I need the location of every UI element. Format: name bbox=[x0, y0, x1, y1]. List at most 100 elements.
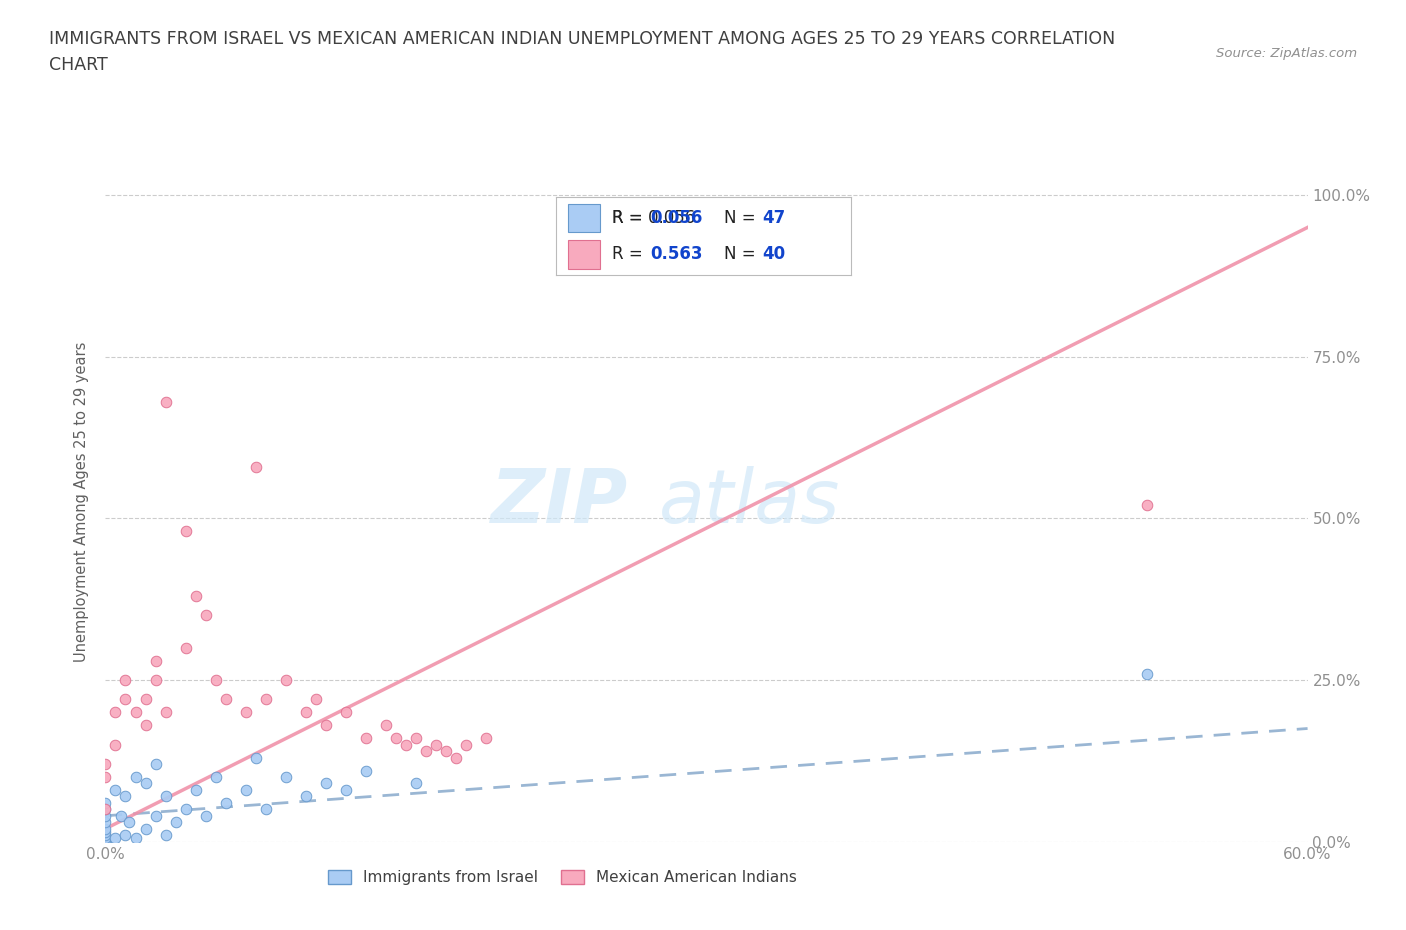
Point bbox=[155, 828, 177, 843]
Point bbox=[145, 808, 167, 823]
Legend: Immigrants from Israel, Mexican American Indians: Immigrants from Israel, Mexican American… bbox=[328, 870, 797, 885]
Point bbox=[354, 764, 377, 778]
Point bbox=[295, 789, 318, 804]
Point bbox=[104, 705, 127, 720]
Point bbox=[104, 782, 127, 797]
Point bbox=[94, 831, 117, 846]
Point bbox=[405, 731, 427, 746]
Point bbox=[184, 589, 207, 604]
Point bbox=[94, 769, 117, 784]
Point bbox=[315, 718, 337, 733]
Point bbox=[245, 459, 267, 474]
Point bbox=[245, 751, 267, 765]
Point bbox=[124, 831, 146, 846]
Point bbox=[174, 640, 197, 655]
Point bbox=[184, 782, 207, 797]
Point bbox=[94, 802, 117, 817]
Point bbox=[94, 757, 117, 772]
Point bbox=[354, 731, 377, 746]
Point bbox=[94, 834, 117, 849]
Point bbox=[444, 751, 467, 765]
Point bbox=[114, 692, 136, 707]
Text: N =: N = bbox=[724, 208, 761, 227]
Point bbox=[145, 653, 167, 668]
Point bbox=[204, 769, 226, 784]
Point bbox=[254, 692, 277, 707]
Point bbox=[124, 769, 146, 784]
Point bbox=[135, 776, 157, 790]
Point bbox=[214, 692, 236, 707]
Point bbox=[94, 834, 117, 849]
Point bbox=[295, 705, 318, 720]
Point bbox=[235, 705, 257, 720]
Point bbox=[94, 828, 117, 843]
Point bbox=[165, 815, 187, 830]
Point bbox=[124, 705, 146, 720]
Point bbox=[235, 782, 257, 797]
Point bbox=[94, 834, 117, 849]
Text: 40: 40 bbox=[762, 246, 786, 263]
Point bbox=[1136, 498, 1159, 512]
Text: ZIP: ZIP bbox=[491, 466, 628, 538]
Text: CHART: CHART bbox=[49, 56, 108, 73]
Point bbox=[315, 776, 337, 790]
Point bbox=[194, 808, 217, 823]
Text: N =: N = bbox=[724, 246, 761, 263]
Point bbox=[204, 672, 226, 687]
Point bbox=[254, 802, 277, 817]
Point bbox=[135, 718, 157, 733]
Point bbox=[94, 834, 117, 849]
Point bbox=[94, 802, 117, 817]
Point bbox=[155, 705, 177, 720]
Point bbox=[475, 731, 498, 746]
Text: R =: R = bbox=[612, 246, 648, 263]
Point bbox=[94, 821, 117, 836]
Point bbox=[145, 672, 167, 687]
Point bbox=[94, 795, 117, 810]
Point bbox=[114, 828, 136, 843]
Point bbox=[114, 789, 136, 804]
Bar bbox=[568, 204, 600, 232]
Point bbox=[104, 831, 127, 846]
Text: IMMIGRANTS FROM ISRAEL VS MEXICAN AMERICAN INDIAN UNEMPLOYMENT AMONG AGES 25 TO : IMMIGRANTS FROM ISRAEL VS MEXICAN AMERIC… bbox=[49, 30, 1115, 47]
Text: R = 0.056: R = 0.056 bbox=[612, 208, 696, 227]
Point bbox=[385, 731, 408, 746]
Point bbox=[110, 808, 132, 823]
Point bbox=[1136, 666, 1159, 681]
Point bbox=[94, 834, 117, 849]
Point bbox=[155, 394, 177, 409]
Point bbox=[145, 757, 167, 772]
Text: R =: R = bbox=[612, 208, 648, 227]
Y-axis label: Unemployment Among Ages 25 to 29 years: Unemployment Among Ages 25 to 29 years bbox=[75, 342, 90, 662]
Text: atlas: atlas bbox=[658, 466, 839, 538]
Point bbox=[94, 834, 117, 849]
Point bbox=[135, 821, 157, 836]
Point bbox=[94, 834, 117, 849]
Point bbox=[434, 744, 457, 759]
Point bbox=[155, 789, 177, 804]
Point bbox=[94, 834, 117, 849]
Point bbox=[174, 524, 197, 538]
Text: 47: 47 bbox=[762, 208, 786, 227]
Point bbox=[118, 815, 141, 830]
Point bbox=[214, 795, 236, 810]
Point bbox=[94, 825, 117, 840]
Point bbox=[405, 776, 427, 790]
Point bbox=[335, 782, 357, 797]
Text: Source: ZipAtlas.com: Source: ZipAtlas.com bbox=[1216, 46, 1357, 60]
Bar bbox=[568, 241, 600, 269]
Point bbox=[305, 692, 328, 707]
Point bbox=[135, 692, 157, 707]
Point bbox=[194, 608, 217, 623]
Point bbox=[425, 737, 447, 752]
Point bbox=[415, 744, 437, 759]
Point bbox=[395, 737, 418, 752]
Point bbox=[274, 672, 297, 687]
Text: 0.563: 0.563 bbox=[651, 246, 703, 263]
Point bbox=[174, 802, 197, 817]
Point bbox=[335, 705, 357, 720]
Point bbox=[94, 834, 117, 849]
Text: 0.056: 0.056 bbox=[651, 208, 703, 227]
Point bbox=[94, 808, 117, 823]
Point bbox=[94, 815, 117, 830]
